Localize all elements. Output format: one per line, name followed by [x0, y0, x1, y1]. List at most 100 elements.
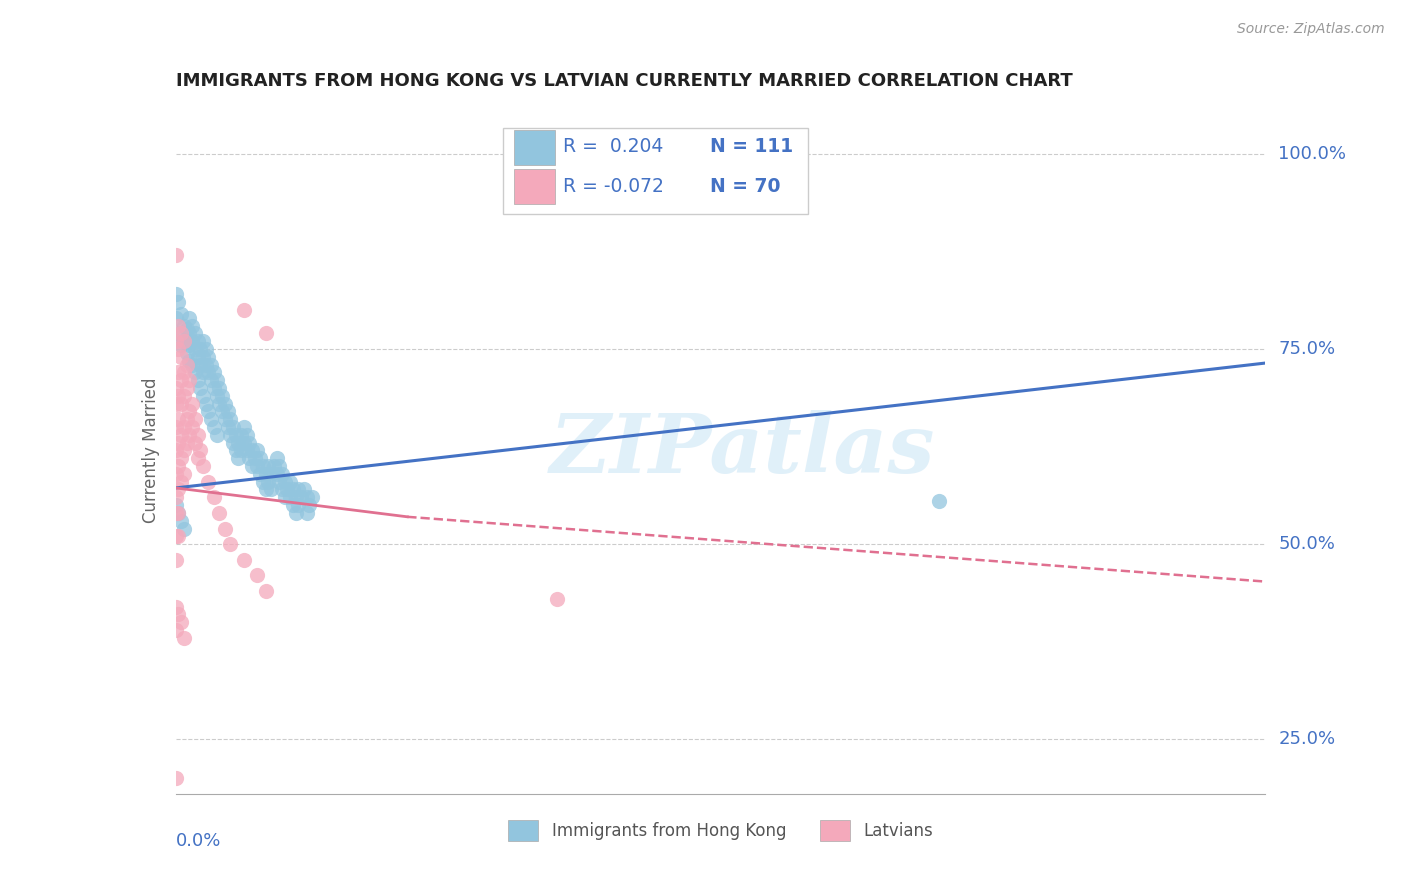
Point: [181, 396, 204, 410]
Point: [167, 459, 190, 474]
Point: [165, 506, 187, 520]
Point: [271, 483, 294, 497]
Point: [292, 483, 315, 497]
Point: [217, 404, 239, 418]
Point: [254, 583, 277, 598]
Text: 0.0%: 0.0%: [176, 831, 221, 850]
Point: [186, 350, 209, 364]
Point: [184, 435, 207, 450]
Point: [271, 467, 294, 481]
Point: [186, 427, 209, 442]
Point: [295, 506, 318, 520]
Point: [254, 326, 277, 341]
Text: 50.0%: 50.0%: [1278, 535, 1336, 553]
Point: [263, 459, 285, 474]
Point: [281, 483, 304, 497]
Point: [165, 381, 187, 395]
Point: [165, 396, 187, 410]
Point: [197, 475, 219, 489]
Point: [231, 443, 253, 458]
Point: [173, 334, 195, 348]
Point: [179, 373, 201, 387]
Point: [184, 366, 207, 380]
Point: [257, 475, 280, 489]
Point: [208, 506, 231, 520]
Point: [165, 287, 187, 301]
Point: [290, 490, 312, 504]
Point: [191, 459, 214, 474]
Point: [170, 615, 193, 630]
Point: [173, 631, 195, 645]
Text: 25.0%: 25.0%: [1278, 731, 1336, 748]
Point: [184, 412, 207, 426]
Point: [240, 459, 263, 474]
Point: [231, 427, 253, 442]
Point: [176, 358, 198, 372]
Y-axis label: Currently Married: Currently Married: [142, 377, 160, 524]
Point: [202, 420, 225, 434]
Point: [284, 490, 307, 504]
FancyBboxPatch shape: [503, 128, 808, 213]
Point: [186, 451, 209, 466]
Point: [170, 451, 193, 466]
Point: [165, 771, 187, 785]
Point: [232, 302, 254, 317]
Point: [246, 443, 269, 458]
Point: [202, 381, 225, 395]
Point: [173, 389, 195, 403]
Text: R = -0.072: R = -0.072: [562, 177, 664, 195]
Point: [167, 318, 190, 333]
Point: [200, 373, 222, 387]
Point: [167, 366, 190, 380]
Point: [287, 483, 309, 497]
Point: [165, 599, 187, 614]
Point: [167, 435, 190, 450]
Point: [197, 350, 219, 364]
Point: [181, 318, 204, 333]
Point: [191, 389, 214, 403]
Point: [176, 435, 198, 450]
Point: [188, 358, 211, 372]
Point: [167, 506, 190, 520]
Text: R =  0.204: R = 0.204: [562, 137, 664, 156]
Point: [246, 459, 269, 474]
FancyBboxPatch shape: [513, 129, 555, 165]
Point: [266, 467, 288, 481]
Point: [202, 366, 225, 380]
Point: [191, 334, 214, 348]
Point: [194, 358, 217, 372]
Point: [176, 381, 198, 395]
Point: [179, 326, 201, 341]
Point: [243, 451, 266, 466]
Text: N = 70: N = 70: [710, 177, 780, 195]
Point: [194, 342, 217, 356]
Point: [188, 443, 211, 458]
Point: [167, 389, 190, 403]
Point: [228, 451, 250, 466]
Point: [170, 326, 193, 341]
Point: [200, 358, 222, 372]
Point: [170, 475, 193, 489]
Point: [176, 412, 198, 426]
Point: [278, 490, 301, 504]
Point: [278, 475, 301, 489]
Point: [295, 490, 318, 504]
Point: [214, 521, 236, 535]
Point: [269, 459, 291, 474]
Point: [928, 494, 950, 508]
FancyBboxPatch shape: [513, 169, 555, 204]
Text: N = 111: N = 111: [710, 137, 793, 156]
Point: [197, 366, 219, 380]
Point: [260, 467, 283, 481]
Point: [165, 420, 187, 434]
Point: [232, 435, 254, 450]
Point: [179, 338, 201, 352]
Point: [546, 591, 568, 606]
Point: [208, 381, 231, 395]
Text: 100.0%: 100.0%: [1278, 145, 1347, 163]
Point: [205, 389, 228, 403]
Point: [225, 427, 247, 442]
Point: [173, 334, 195, 348]
Point: [170, 514, 193, 528]
Point: [225, 443, 247, 458]
